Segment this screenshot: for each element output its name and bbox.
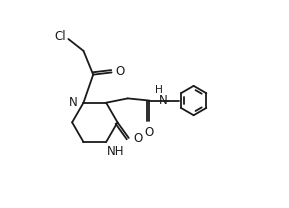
Text: NH: NH xyxy=(107,145,125,158)
Text: O: O xyxy=(115,65,125,78)
Text: Cl: Cl xyxy=(55,30,66,43)
Text: N: N xyxy=(159,94,167,107)
Text: O: O xyxy=(145,126,154,139)
Text: O: O xyxy=(133,132,142,145)
Text: N: N xyxy=(69,95,78,109)
Text: H: H xyxy=(155,85,162,95)
